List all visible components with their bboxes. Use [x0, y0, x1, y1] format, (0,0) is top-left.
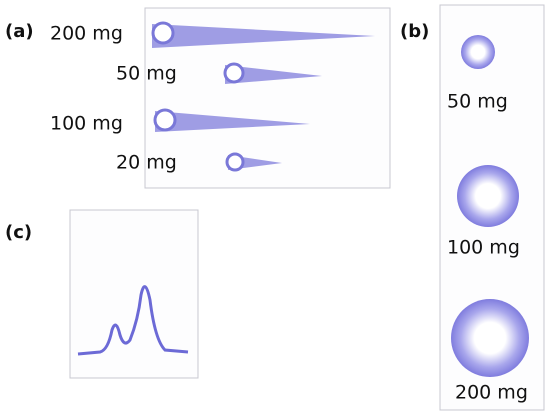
panel-label: (b)	[400, 21, 429, 42]
sample-label: 50 mg	[447, 91, 508, 113]
chromatogram	[77, 285, 189, 356]
panel-label: (a)	[5, 21, 34, 42]
sample-label: 50 mg	[116, 63, 177, 85]
sample-label: 200 mg	[50, 23, 123, 45]
spot	[451, 299, 529, 377]
sample-label: 20 mg	[116, 152, 177, 174]
streak	[225, 65, 322, 84]
sample-label: 200 mg	[455, 382, 528, 404]
sample-label: 100 mg	[50, 113, 123, 135]
spot	[225, 152, 245, 172]
spot	[223, 62, 245, 84]
spot	[151, 21, 175, 45]
spot	[153, 108, 177, 132]
spot	[461, 35, 495, 69]
streak	[152, 24, 375, 48]
panel-label: (c)	[5, 222, 32, 243]
spot	[457, 165, 519, 227]
sample-label: 100 mg	[447, 237, 520, 259]
streak	[155, 111, 310, 132]
